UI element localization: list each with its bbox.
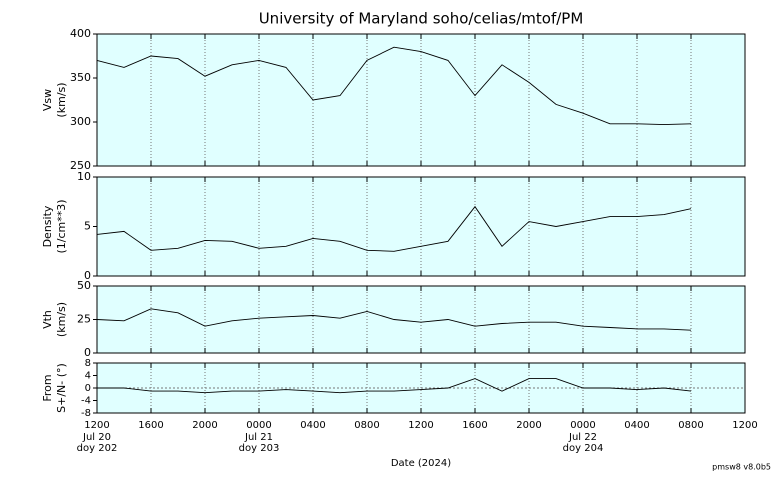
chart-title: University of Maryland soho/celias/mtof/… bbox=[259, 10, 584, 28]
date-label: doy 204 bbox=[563, 443, 604, 454]
x-tick-label: 2000 bbox=[192, 420, 217, 431]
date-label: Jul 21 bbox=[244, 432, 273, 443]
x-tick-label: 0400 bbox=[300, 420, 325, 431]
y-tick-label: 4 bbox=[85, 371, 91, 382]
y-tick-label: 400 bbox=[70, 27, 91, 40]
y-axis-label: (km/s) bbox=[55, 302, 68, 337]
y-axis-label: (1/cm**3) bbox=[55, 199, 68, 253]
y-tick-label: 25 bbox=[77, 313, 91, 326]
y-tick-label: 350 bbox=[70, 71, 91, 84]
y-axis-label: (km/s) bbox=[55, 82, 68, 117]
y-axis-label: Vth bbox=[41, 310, 54, 329]
y-axis-label: S+/N- (°) bbox=[55, 363, 68, 413]
y-tick-label: 250 bbox=[70, 159, 91, 172]
y-tick-label: 5 bbox=[84, 220, 91, 233]
x-axis-label: Date (2024) bbox=[391, 458, 451, 469]
y-tick-label: 300 bbox=[70, 115, 91, 128]
x-tick-label: 1600 bbox=[462, 420, 487, 431]
plot-frame bbox=[96, 33, 746, 167]
x-tick-label: 0800 bbox=[678, 420, 703, 431]
plot-background bbox=[97, 177, 745, 276]
y-axis-label: Density bbox=[41, 205, 54, 247]
x-tick-label: 1200 bbox=[84, 420, 109, 431]
plot-frame bbox=[96, 285, 746, 354]
y-tick-label: 8 bbox=[85, 358, 91, 369]
y-tick-label: -4 bbox=[81, 396, 91, 407]
x-tick-label: 2000 bbox=[516, 420, 541, 431]
plot-frame bbox=[96, 362, 746, 414]
y-tick-label: 0 bbox=[84, 269, 91, 282]
x-tick-label: 0000 bbox=[570, 420, 595, 431]
y-tick-label: 50 bbox=[77, 279, 91, 292]
date-label: doy 203 bbox=[239, 443, 280, 454]
y-axis-label: From bbox=[41, 374, 54, 401]
plot-frame bbox=[96, 176, 746, 277]
y-tick-label: 0 bbox=[85, 383, 91, 394]
footnote: pmsw8 v8.0b5 bbox=[712, 463, 771, 472]
y-tick-label: 10 bbox=[77, 170, 91, 183]
x-tick-label: 0400 bbox=[624, 420, 649, 431]
x-tick-label: 1600 bbox=[138, 420, 163, 431]
x-tick-label: 0000 bbox=[246, 420, 271, 431]
y-tick-label: -8 bbox=[81, 408, 91, 419]
y-axis-label: Vsw bbox=[41, 89, 54, 111]
date-label: Jul 22 bbox=[568, 432, 597, 443]
y-tick-label: 0 bbox=[84, 346, 91, 359]
x-tick-label: 1200 bbox=[408, 420, 433, 431]
date-label: doy 202 bbox=[77, 443, 118, 454]
x-tick-label: 1200 bbox=[732, 420, 757, 431]
x-tick-label: 0800 bbox=[354, 420, 379, 431]
date-label: Jul 20 bbox=[82, 432, 111, 443]
